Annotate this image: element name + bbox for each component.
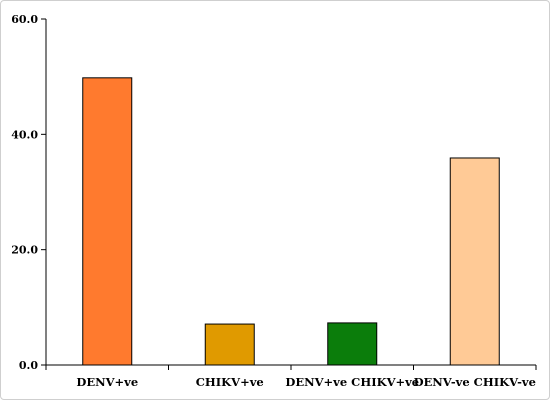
bar	[327, 322, 378, 366]
labels: 0.0 20.0 40.0 60.0 DENV+ve CHIKV+ve DENV+ve CH…	[11, 13, 536, 389]
x-category-label: DENV-ve CHIKV-ve	[414, 375, 536, 389]
y-tick-label: 40.0	[11, 128, 38, 141]
bars	[82, 77, 500, 366]
x-category-label: DENV+ve CHIKV+ve	[285, 375, 419, 389]
bar	[82, 77, 133, 366]
y-tick-label: 0.0	[19, 359, 38, 372]
y-tick-label: 20.0	[11, 244, 38, 257]
bar	[204, 323, 255, 366]
x-category-label: CHIKV+ve	[196, 375, 264, 389]
x-category-label: DENV+ve	[76, 375, 138, 389]
bar	[449, 157, 500, 366]
y-tick-label: 60.0	[11, 13, 38, 26]
